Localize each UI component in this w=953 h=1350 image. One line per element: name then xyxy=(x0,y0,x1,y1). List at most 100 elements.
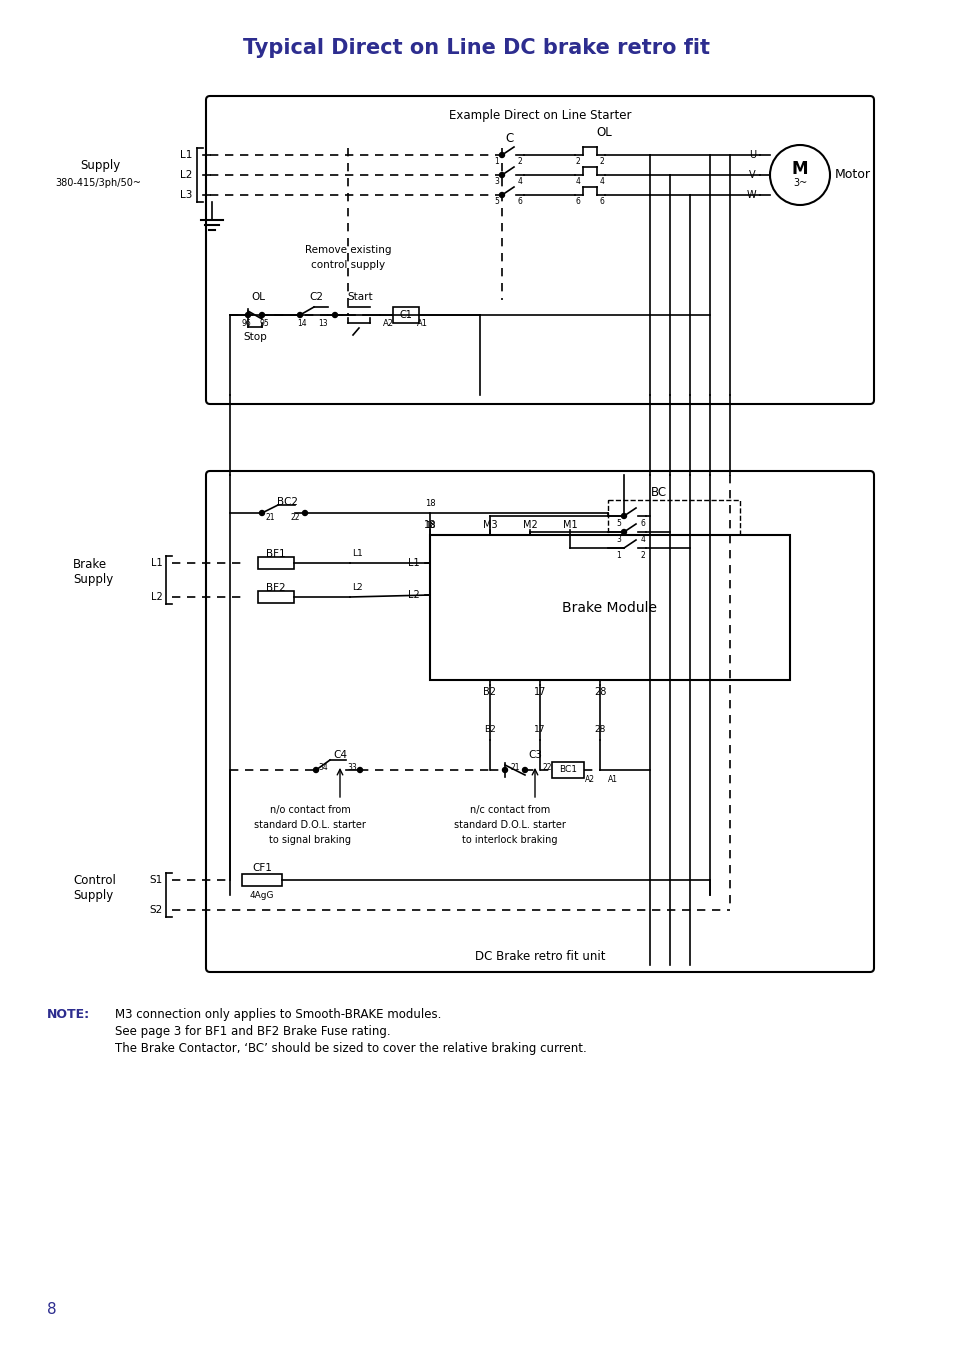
Text: Example Direct on Line Starter: Example Direct on Line Starter xyxy=(448,109,631,123)
Text: Supply: Supply xyxy=(80,158,120,171)
Text: The Brake Contactor, ‘BC’ should be sized to cover the relative braking current.: The Brake Contactor, ‘BC’ should be size… xyxy=(115,1042,586,1054)
Text: 3~: 3~ xyxy=(792,178,806,188)
Bar xyxy=(552,761,583,778)
Text: control supply: control supply xyxy=(311,261,385,270)
Text: 2: 2 xyxy=(640,551,644,559)
Text: L1: L1 xyxy=(152,558,163,568)
Text: 14: 14 xyxy=(297,319,307,328)
Text: standard D.O.L. starter: standard D.O.L. starter xyxy=(253,819,366,830)
Text: L1: L1 xyxy=(408,558,419,568)
Text: C4: C4 xyxy=(333,751,347,760)
Text: 4: 4 xyxy=(639,535,645,544)
Circle shape xyxy=(499,153,504,158)
Text: 1: 1 xyxy=(494,158,498,166)
Circle shape xyxy=(297,312,302,317)
Bar xyxy=(430,535,789,680)
Text: Motor: Motor xyxy=(834,169,870,181)
Text: S1: S1 xyxy=(150,875,163,886)
Text: 3: 3 xyxy=(616,535,620,544)
Text: to interlock braking: to interlock braking xyxy=(462,836,558,845)
Text: 13: 13 xyxy=(318,319,328,328)
Circle shape xyxy=(522,768,527,772)
Text: 4AgG: 4AgG xyxy=(250,891,274,900)
Circle shape xyxy=(499,193,504,197)
Text: 3: 3 xyxy=(494,177,499,186)
Text: 6: 6 xyxy=(598,197,604,207)
Text: W: W xyxy=(745,190,755,200)
Text: L2: L2 xyxy=(179,170,192,180)
Circle shape xyxy=(245,312,251,317)
Text: 18: 18 xyxy=(424,521,435,529)
Text: n/o contact from: n/o contact from xyxy=(270,805,350,815)
Text: C1: C1 xyxy=(399,310,412,320)
Text: 2: 2 xyxy=(599,158,604,166)
Text: 5: 5 xyxy=(494,197,499,207)
Text: 4: 4 xyxy=(517,177,522,186)
Text: 18: 18 xyxy=(423,520,436,531)
Circle shape xyxy=(259,312,264,317)
Text: 4: 4 xyxy=(575,177,579,186)
Circle shape xyxy=(357,768,362,772)
Text: C3: C3 xyxy=(527,751,541,760)
Text: B2: B2 xyxy=(483,687,496,697)
Circle shape xyxy=(314,768,318,772)
Text: 21: 21 xyxy=(265,513,274,522)
Text: standard D.O.L. starter: standard D.O.L. starter xyxy=(454,819,565,830)
Circle shape xyxy=(333,312,337,317)
Text: Supply: Supply xyxy=(73,890,113,903)
Text: L2: L2 xyxy=(408,590,419,599)
Text: BC1: BC1 xyxy=(558,765,577,775)
Text: OL: OL xyxy=(596,127,611,139)
Text: 4: 4 xyxy=(598,177,604,186)
Text: A2: A2 xyxy=(382,320,393,328)
Text: 28: 28 xyxy=(594,725,605,734)
Text: A1: A1 xyxy=(607,775,618,783)
Text: BF1: BF1 xyxy=(266,549,286,559)
Text: 28: 28 xyxy=(593,687,605,697)
Text: L3: L3 xyxy=(179,190,192,200)
Text: n/c contact from: n/c contact from xyxy=(470,805,550,815)
Circle shape xyxy=(302,510,307,516)
Text: 18: 18 xyxy=(424,500,435,509)
Text: 2: 2 xyxy=(575,158,579,166)
Text: L1: L1 xyxy=(179,150,192,161)
Text: M1: M1 xyxy=(562,520,577,531)
Text: A1: A1 xyxy=(416,320,427,328)
Text: OL: OL xyxy=(251,292,265,302)
Text: 17: 17 xyxy=(534,725,545,734)
Text: 33: 33 xyxy=(347,764,356,772)
Text: 6: 6 xyxy=(517,197,522,207)
Bar xyxy=(257,558,294,568)
Text: Start: Start xyxy=(347,292,373,302)
Text: 8: 8 xyxy=(47,1303,56,1318)
Text: 1: 1 xyxy=(616,551,620,559)
Circle shape xyxy=(259,510,264,516)
Text: BF2: BF2 xyxy=(266,583,286,593)
Bar xyxy=(242,873,282,886)
Text: 5: 5 xyxy=(616,518,620,528)
Text: BC: BC xyxy=(650,486,666,498)
Text: See page 3 for BF1 and BF2 Brake Fuse rating.: See page 3 for BF1 and BF2 Brake Fuse ra… xyxy=(115,1025,390,1038)
Text: 22: 22 xyxy=(541,764,551,772)
Text: C2: C2 xyxy=(309,292,323,302)
Text: L1: L1 xyxy=(352,549,362,559)
Text: V: V xyxy=(749,170,755,180)
Text: S2: S2 xyxy=(150,904,163,915)
Text: C: C xyxy=(505,131,514,144)
Circle shape xyxy=(499,173,504,177)
Text: B2: B2 xyxy=(483,725,496,734)
Text: Brake Module: Brake Module xyxy=(562,601,657,614)
Text: 22: 22 xyxy=(290,513,299,522)
Text: Remove existing: Remove existing xyxy=(304,244,391,255)
Circle shape xyxy=(620,529,626,535)
Text: 21: 21 xyxy=(510,764,519,772)
Text: M: M xyxy=(791,161,807,178)
Text: CF1: CF1 xyxy=(252,863,272,873)
Text: 6: 6 xyxy=(575,197,579,207)
Text: Brake: Brake xyxy=(73,558,107,571)
Circle shape xyxy=(620,513,626,518)
Text: M3: M3 xyxy=(482,520,497,531)
Text: BC2: BC2 xyxy=(277,497,298,508)
Text: 2: 2 xyxy=(517,158,522,166)
Text: 6: 6 xyxy=(639,518,645,528)
